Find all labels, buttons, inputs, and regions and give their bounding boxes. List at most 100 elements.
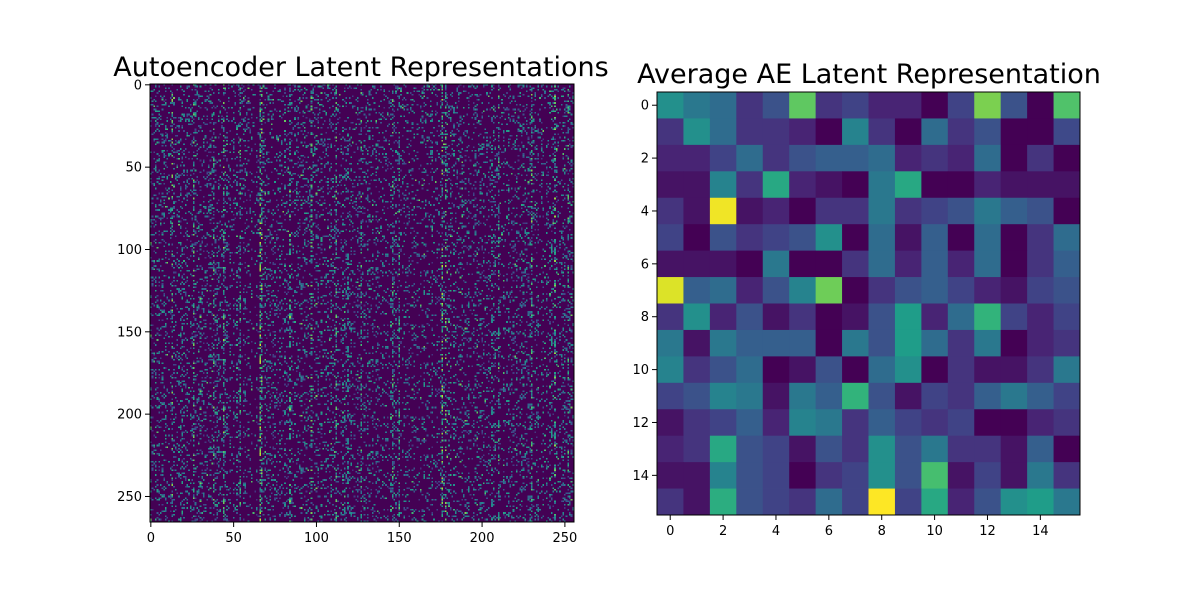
heatmap-cell bbox=[868, 250, 896, 278]
heatmap-cell bbox=[736, 92, 764, 119]
heatmap-cell bbox=[1027, 329, 1054, 357]
heatmap-cell bbox=[709, 197, 737, 225]
heatmap-cell bbox=[736, 250, 764, 278]
heatmap-cell bbox=[657, 92, 684, 119]
heatmap-cell bbox=[683, 144, 711, 172]
heatmap-cell bbox=[657, 118, 684, 146]
y-tick-label: 150 bbox=[117, 325, 142, 340]
heatmap-cell bbox=[1053, 356, 1081, 384]
heatmap-cell bbox=[1027, 171, 1054, 199]
heatmap-cell bbox=[868, 488, 896, 516]
heatmap-cell bbox=[1027, 356, 1054, 384]
heatmap-cell bbox=[947, 409, 975, 437]
heatmap-cell bbox=[894, 382, 922, 410]
x-axis: 0 2 4 6 8 10 12 14 bbox=[666, 515, 1049, 539]
heatmap-cell bbox=[789, 462, 817, 489]
heatmap-cell bbox=[762, 92, 790, 119]
heatmap-cell bbox=[657, 144, 684, 172]
heatmap-cell bbox=[974, 92, 1002, 119]
y-tick-label: 8 bbox=[641, 310, 649, 325]
heatmap-cell bbox=[921, 382, 949, 410]
heatmap-cell bbox=[1053, 92, 1081, 119]
heatmap-cell bbox=[815, 197, 843, 225]
heatmap-cell bbox=[1000, 462, 1028, 489]
heatmap-cell bbox=[1053, 277, 1081, 304]
heatmap-cell bbox=[1000, 144, 1028, 172]
x-tick-label: 0 bbox=[666, 524, 674, 539]
x-tick-label: 6 bbox=[825, 524, 833, 539]
heatmap-cell bbox=[657, 277, 684, 304]
heatmap-cell bbox=[736, 329, 764, 357]
heatmap-cell bbox=[921, 277, 949, 304]
heatmap-cell bbox=[947, 435, 975, 463]
heatmap-raster bbox=[150, 84, 574, 522]
heatmap-cell bbox=[947, 197, 975, 225]
heatmap-cell bbox=[736, 144, 764, 172]
heatmap-cell bbox=[868, 277, 896, 304]
heatmap-cell bbox=[974, 409, 1002, 437]
heatmap-cell bbox=[842, 435, 869, 463]
y-tick-label: 4 bbox=[641, 204, 649, 219]
heatmap-cell bbox=[709, 92, 737, 119]
heatmap-cell bbox=[657, 382, 684, 410]
heatmap-cell bbox=[894, 488, 922, 516]
x-tick-label: 8 bbox=[878, 524, 886, 539]
heatmap-cell bbox=[1027, 382, 1054, 410]
heatmap-cell bbox=[842, 92, 869, 119]
heatmap-cell bbox=[894, 224, 922, 252]
y-axis: 0 50 100 150 200 250 bbox=[117, 78, 150, 505]
heatmap-cell bbox=[815, 488, 843, 516]
heatmap-cell bbox=[1053, 382, 1081, 410]
heatmap-cells bbox=[657, 92, 1081, 516]
heatmap-cell bbox=[789, 277, 817, 304]
heatmap-cell bbox=[894, 462, 922, 489]
heatmap-cell bbox=[815, 250, 843, 278]
heatmap-cell bbox=[1053, 329, 1081, 357]
heatmap-cell bbox=[815, 144, 843, 172]
heatmap-cell bbox=[921, 462, 949, 489]
heatmap-cell bbox=[921, 356, 949, 384]
heatmap-cell bbox=[1000, 171, 1028, 199]
heatmap-cell bbox=[974, 197, 1002, 225]
heatmap-cell bbox=[762, 329, 790, 357]
heatmap-cell bbox=[1027, 435, 1054, 463]
heatmap-cell bbox=[789, 303, 817, 331]
heatmap-cell bbox=[657, 488, 684, 516]
heatmap-cell bbox=[789, 329, 817, 357]
heatmap-cell bbox=[709, 329, 737, 357]
heatmap-cell bbox=[815, 224, 843, 252]
heatmap-cell bbox=[842, 277, 869, 304]
heatmap-cell bbox=[1053, 409, 1081, 437]
heatmap-cell bbox=[1053, 462, 1081, 489]
heatmap-cell bbox=[736, 118, 764, 146]
heatmap-cell bbox=[709, 462, 737, 489]
heatmap-cell bbox=[815, 435, 843, 463]
heatmap-cell bbox=[683, 92, 711, 119]
heatmap-cell bbox=[894, 197, 922, 225]
heatmap-cell bbox=[736, 277, 764, 304]
heatmap-cell bbox=[736, 488, 764, 516]
heatmap-cell bbox=[789, 171, 817, 199]
heatmap-cell bbox=[815, 462, 843, 489]
heatmap-cell bbox=[762, 303, 790, 331]
heatmap-cell bbox=[921, 224, 949, 252]
heatmap-cell bbox=[789, 118, 817, 146]
heatmap-cell bbox=[815, 303, 843, 331]
x-tick-label: 200 bbox=[470, 531, 495, 546]
heatmap-cell bbox=[1000, 92, 1028, 119]
heatmap-cell bbox=[842, 329, 869, 357]
heatmap-cell bbox=[736, 171, 764, 199]
heatmap-cell bbox=[842, 382, 869, 410]
heatmap-cell bbox=[815, 118, 843, 146]
heatmap-cell bbox=[736, 356, 764, 384]
heatmap-cell bbox=[868, 382, 896, 410]
heatmap-cell bbox=[709, 171, 737, 199]
latent-representations-chart: Autoencoder Latent Representations 0 50 10… bbox=[113, 52, 608, 546]
heatmap-cell bbox=[709, 356, 737, 384]
heatmap-cell bbox=[894, 356, 922, 384]
heatmap-cell bbox=[947, 277, 975, 304]
heatmap-cell bbox=[657, 171, 684, 199]
heatmap-cell bbox=[947, 171, 975, 199]
heatmap-cell bbox=[709, 277, 737, 304]
heatmap-cell bbox=[1027, 303, 1054, 331]
